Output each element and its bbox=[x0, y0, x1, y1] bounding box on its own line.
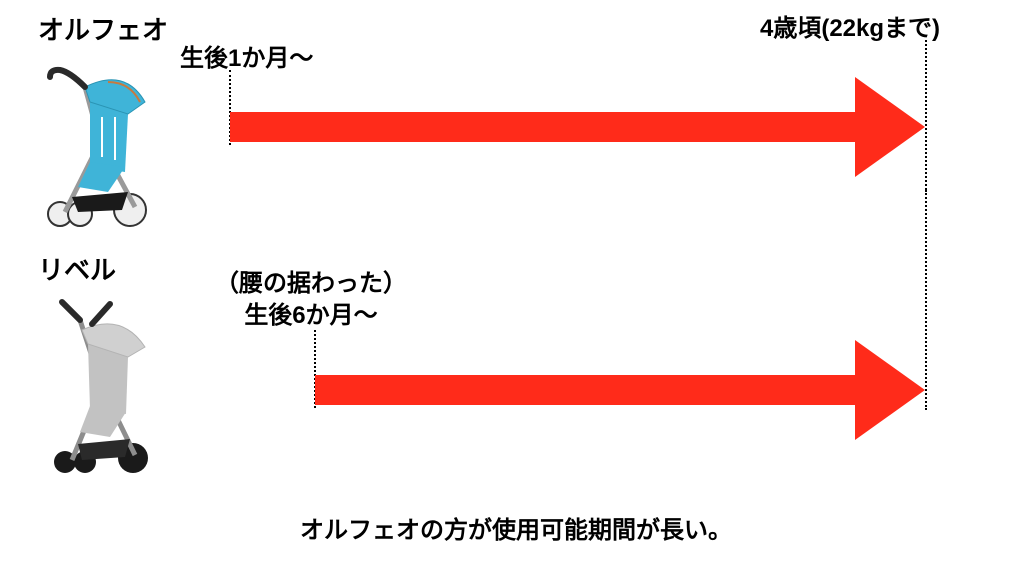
product1-start-label: 生後1か月〜 bbox=[180, 38, 313, 73]
timeline-end-label: 4歳頃(22kgまで) bbox=[760, 8, 940, 43]
arrow-2-body bbox=[315, 375, 855, 405]
stroller-libelle-image bbox=[30, 282, 170, 487]
arrow-2-head bbox=[855, 340, 925, 440]
arrow-1-body bbox=[230, 112, 855, 142]
product2-start-label: （腰の据わった） 生後6か月〜 bbox=[215, 268, 407, 333]
vline-end-1 bbox=[925, 40, 927, 190]
vline-end-2 bbox=[925, 190, 927, 410]
stroller-orfeo-image bbox=[30, 42, 170, 237]
comparison-caption: オルフェオの方が使用可能期間が長い。 bbox=[300, 510, 732, 545]
arrow-1-head bbox=[855, 77, 925, 177]
